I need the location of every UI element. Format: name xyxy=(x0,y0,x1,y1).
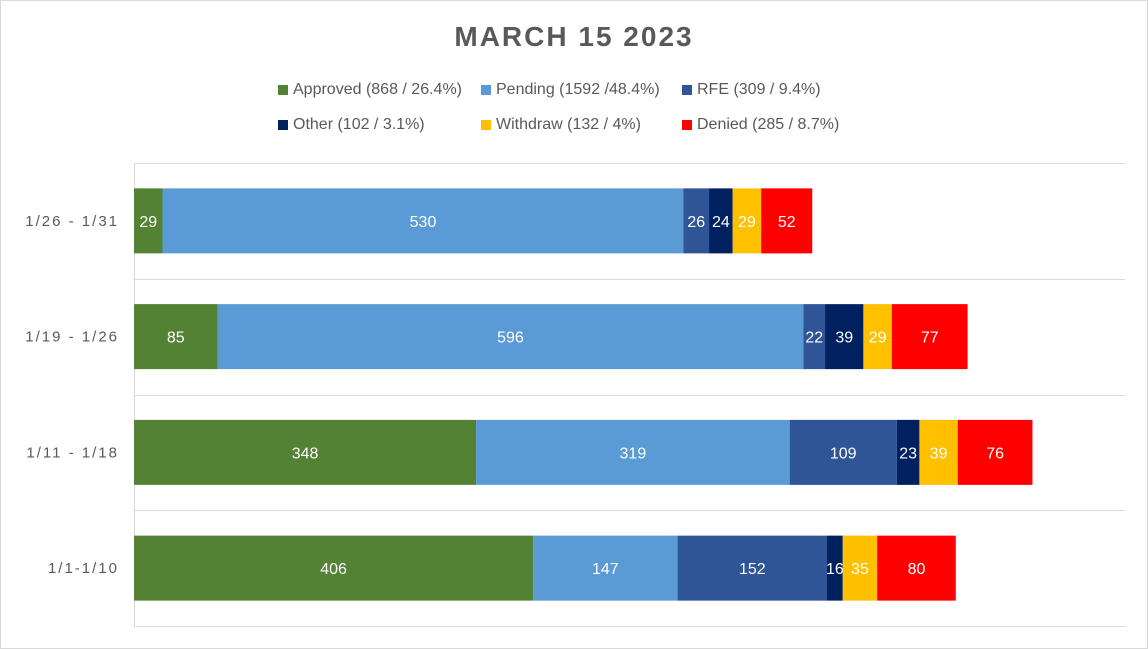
legend-label-denied: Denied (285 / 8.7%) xyxy=(697,116,840,133)
bar-segment xyxy=(891,304,968,370)
bar-segment xyxy=(134,304,218,370)
data-label: 80 xyxy=(908,561,926,578)
data-label: 530 xyxy=(410,214,437,231)
data-label: 52 xyxy=(778,214,796,231)
bar-segment xyxy=(863,304,892,370)
legend-item-withdraw: Withdraw (132 / 4%) xyxy=(481,116,641,134)
legend-swatch-approved xyxy=(278,85,288,95)
bar-segment xyxy=(134,419,477,485)
data-label: 319 xyxy=(620,445,647,462)
bar-segment xyxy=(677,535,828,601)
data-label: 152 xyxy=(739,561,766,578)
data-label: 76 xyxy=(986,445,1004,462)
legend-swatch-denied xyxy=(682,120,692,130)
chart-title: MARCH 15 2023 xyxy=(454,21,694,52)
legend-item-approved: Approved (868 / 26.4%) xyxy=(278,81,462,99)
data-label: 16 xyxy=(826,561,844,578)
data-label: 26 xyxy=(687,214,705,231)
data-label: 29 xyxy=(139,214,157,231)
bar-segment xyxy=(842,535,878,601)
bar-segment xyxy=(919,419,958,485)
data-label: 406 xyxy=(320,561,347,578)
data-label: 348 xyxy=(292,445,319,462)
bar-segment xyxy=(732,188,762,254)
data-label: 109 xyxy=(830,445,857,462)
legend-item-denied: Denied (285 / 8.7%) xyxy=(682,116,839,134)
data-label: 596 xyxy=(497,330,524,347)
data-label: 22 xyxy=(805,330,823,347)
bar-segment xyxy=(709,188,733,254)
data-label: 29 xyxy=(738,214,756,231)
legend-label-withdraw: Withdraw (132 / 4%) xyxy=(496,116,641,133)
category-label: 1/19 - 1/26 xyxy=(25,329,119,346)
legend-swatch-withdraw xyxy=(481,120,491,130)
legend-label-pending: Pending (1592 /48.4%) xyxy=(496,81,660,98)
legend-label-approved: Approved (868 / 26.4%) xyxy=(293,81,462,98)
bar-segment xyxy=(134,535,534,601)
legend-swatch-pending xyxy=(481,85,491,95)
bar-segment xyxy=(803,304,826,370)
legend-label-rfe: RFE (309 / 9.4%) xyxy=(697,81,821,98)
bar-segment xyxy=(877,535,956,601)
bar-segment xyxy=(896,419,920,485)
legend-swatch-rfe xyxy=(682,85,692,95)
legend-swatch-other xyxy=(278,120,288,130)
bar-segment xyxy=(217,304,804,370)
bar-segment xyxy=(827,535,843,601)
data-label: 147 xyxy=(592,561,619,578)
bar-segment xyxy=(476,419,790,485)
category-label: 1/26 - 1/31 xyxy=(25,213,119,230)
category-label: 1/1-1/10 xyxy=(48,560,119,577)
bar-segment xyxy=(957,419,1033,485)
legend-item-other: Other (102 / 3.1%) xyxy=(278,116,425,134)
data-label: 23 xyxy=(899,445,917,462)
data-label: 77 xyxy=(921,330,939,347)
bar-segment xyxy=(825,304,864,370)
data-label: 24 xyxy=(712,214,730,231)
legend-item-pending: Pending (1592 /48.4%) xyxy=(481,81,660,99)
data-label: 39 xyxy=(835,330,853,347)
bar-segment xyxy=(533,535,678,601)
data-label: 29 xyxy=(869,330,887,347)
bar-segment xyxy=(162,188,684,254)
bar-segment xyxy=(683,188,710,254)
bar-segment xyxy=(761,188,813,254)
data-label: 85 xyxy=(167,330,185,347)
legend-item-rfe: RFE (309 / 9.4%) xyxy=(682,81,821,99)
bar-segment xyxy=(789,419,897,485)
legend-label-other: Other (102 / 3.1%) xyxy=(293,116,425,133)
data-label: 35 xyxy=(851,561,869,578)
category-label: 1/11 - 1/18 xyxy=(26,444,119,461)
data-label: 39 xyxy=(930,445,948,462)
bar-segment xyxy=(134,188,163,254)
